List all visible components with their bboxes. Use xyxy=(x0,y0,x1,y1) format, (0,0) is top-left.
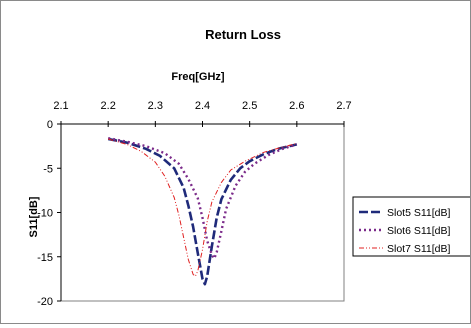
x-tick-label: 2.7 xyxy=(336,100,351,112)
x-tick-label: 2.5 xyxy=(242,100,257,112)
x-tick-label: 2.4 xyxy=(195,100,210,112)
return-loss-chart: Return Loss Freq[GHz] S11[dB] 2.1 2.2 2.3 2… xyxy=(28,27,471,308)
legend-label-2: Slot6 S11[dB] xyxy=(387,225,451,237)
legend: Slot5 S11[dB] Slot6 S11[dB] Slot7 S11[dB] xyxy=(359,207,451,255)
y-tick-label: -15 xyxy=(37,252,53,264)
x-tick-label: 2.6 xyxy=(289,100,304,112)
y-axis-label: S11[dB] xyxy=(28,196,40,237)
x-axis-label: Freq[GHz] xyxy=(171,71,225,83)
legend-label-1: Slot5 S11[dB] xyxy=(387,207,451,219)
legend-box xyxy=(352,196,471,257)
x-tick-label: 2.2 xyxy=(101,100,116,112)
legend-label-3: Slot7 S11[dB] xyxy=(387,243,451,255)
plot-area xyxy=(60,123,345,302)
series-line-1 xyxy=(107,137,298,286)
y-tick-label: 0 xyxy=(47,119,53,131)
series-line-3 xyxy=(108,138,297,277)
axes-layer: 2.1 2.2 2.3 2.4 2.5 2.6 2.7 0 -5 -10 -15 -20 xyxy=(37,100,352,308)
x-tick-label: 2.1 xyxy=(53,100,68,112)
y-tick-label: -5 xyxy=(43,163,53,175)
x-tick-label: 2.3 xyxy=(148,100,163,112)
y-tick-label: -10 xyxy=(37,208,53,220)
series-layer xyxy=(107,137,298,286)
y-tick-label: -20 xyxy=(37,296,53,308)
series-line-2 xyxy=(107,137,298,260)
chart-title: Return Loss xyxy=(205,27,281,42)
